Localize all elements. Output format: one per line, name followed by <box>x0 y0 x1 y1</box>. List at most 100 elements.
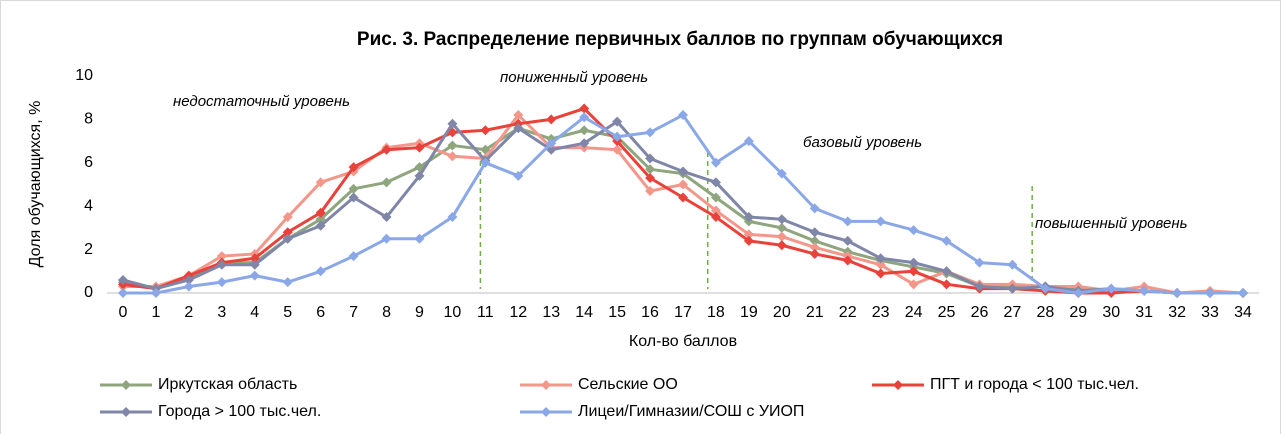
x-tick-label: 3 <box>217 304 226 321</box>
point <box>776 222 787 233</box>
point <box>381 177 392 188</box>
point <box>348 183 359 194</box>
point <box>776 240 787 251</box>
point <box>908 225 919 236</box>
x-tick-label: 19 <box>740 304 758 321</box>
x-tick-label: 29 <box>1069 304 1087 321</box>
y-tick-label: 6 <box>84 154 93 171</box>
point <box>282 212 293 223</box>
point <box>941 235 952 246</box>
point <box>216 277 227 288</box>
x-tick-label: 25 <box>938 304 956 321</box>
point <box>645 186 656 197</box>
legend-marker <box>541 380 551 390</box>
x-tick-label: 34 <box>1234 304 1252 321</box>
point <box>513 123 524 134</box>
point <box>513 170 524 181</box>
point <box>645 172 656 183</box>
x-tick-label: 32 <box>1168 304 1186 321</box>
point <box>414 233 425 244</box>
legend-marker <box>541 407 551 417</box>
chart-title: Рис. 3. Распределение первичных баллов п… <box>357 29 1003 50</box>
point <box>216 259 227 270</box>
point <box>1106 283 1117 294</box>
point <box>1073 288 1084 298</box>
legend-label: Лицеи/Гимназии/СОШ с УИОП <box>578 403 804 420</box>
x-tick-label: 9 <box>415 304 424 321</box>
point <box>480 125 491 136</box>
legend-label: Города > 100 тыс.чел. <box>158 403 321 420</box>
point <box>743 229 754 240</box>
point <box>579 125 590 136</box>
x-tick-label: 18 <box>707 304 725 321</box>
point <box>447 212 458 223</box>
x-tick-label: 12 <box>509 304 527 321</box>
y-tick-label: 0 <box>84 284 93 301</box>
legend-marker <box>893 380 903 390</box>
point <box>579 103 590 114</box>
x-axis-label: Кол-во баллов <box>629 333 737 350</box>
x-tick-label: 30 <box>1102 304 1120 321</box>
legend-label: Иркутская область <box>158 376 297 393</box>
point <box>941 266 952 277</box>
point <box>612 131 623 142</box>
y-tick-label: 10 <box>75 67 93 84</box>
x-tick-label: 0 <box>119 304 128 321</box>
x-tick-label: 15 <box>608 304 626 321</box>
point <box>1040 283 1051 294</box>
point <box>513 110 524 121</box>
point <box>645 164 656 175</box>
point <box>381 233 392 244</box>
point <box>447 140 458 151</box>
x-tick-label: 11 <box>477 304 494 321</box>
point <box>776 231 787 242</box>
point <box>710 205 721 216</box>
point <box>249 270 260 281</box>
point <box>1238 288 1248 298</box>
point <box>809 203 820 214</box>
point <box>974 257 985 268</box>
point <box>974 281 985 292</box>
point <box>447 151 458 162</box>
x-tick-label: 13 <box>542 304 560 321</box>
x-tick-label: 6 <box>316 304 325 321</box>
point <box>941 279 952 290</box>
x-tick-label: 28 <box>1036 304 1054 321</box>
x-tick-label: 1 <box>151 304 160 321</box>
point <box>908 266 919 277</box>
point <box>348 251 359 262</box>
point <box>1007 283 1018 294</box>
point <box>809 242 820 253</box>
x-tick-label: 14 <box>575 304 593 321</box>
point <box>282 277 293 288</box>
point <box>315 220 326 231</box>
point <box>1205 288 1216 298</box>
point <box>776 168 787 179</box>
point <box>546 138 557 149</box>
x-tick-label: 16 <box>641 304 659 321</box>
point <box>842 216 853 227</box>
x-tick-label: 7 <box>349 304 358 321</box>
point <box>710 212 721 223</box>
point <box>842 255 853 266</box>
point <box>710 157 721 168</box>
x-tick-label: 20 <box>773 304 791 321</box>
x-tick-label: 24 <box>905 304 923 321</box>
point <box>678 166 688 177</box>
point <box>710 192 721 203</box>
point <box>414 142 425 153</box>
point <box>282 227 293 238</box>
point <box>579 112 590 123</box>
x-tick-label: 17 <box>674 304 692 321</box>
x-tick-label: 5 <box>283 304 292 321</box>
point <box>249 259 260 270</box>
point <box>216 251 227 262</box>
point <box>875 268 886 279</box>
point <box>249 253 260 264</box>
point <box>546 114 557 125</box>
point <box>118 274 128 285</box>
point <box>809 248 820 259</box>
legend-label: Сельские ОО <box>578 376 678 393</box>
